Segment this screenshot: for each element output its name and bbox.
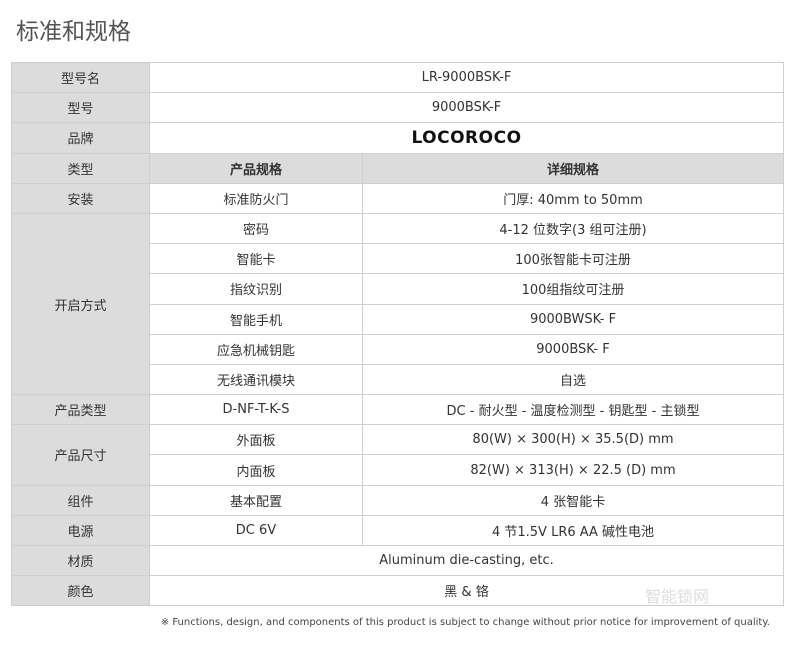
table-row: 产品类型 D-NF-T-K-S DC - 耐火型 - 温度检测型 - 钥匙型 - 主… (11, 394, 784, 426)
cell: 9000BSK- F (362, 333, 784, 365)
cell: 应急机械钥匙 (149, 333, 363, 365)
row-label: 材质 (11, 544, 150, 577)
cell: Aluminum die-casting, etc. (149, 544, 784, 577)
table-row: 颜色黑 & 铬 (11, 575, 784, 607)
table-row: 组件 基本配置 4 张智能卡 (11, 484, 784, 516)
cell: 智能手机 (149, 303, 363, 335)
row-label: 安装 (11, 182, 150, 214)
row-label: 组件 (11, 484, 150, 516)
spec-table: 型号名 LR-9000BSK-F 型号 9000BSK-F 品牌 LOCOROCO 类… (11, 61, 784, 607)
table-row: 安装 标准防火门 门厚: 40mm to 50mm (11, 182, 784, 214)
cell: 指纹识别 (149, 273, 363, 305)
cell: 无线通讯模块 (149, 363, 363, 396)
cell: DC 6V (149, 514, 363, 547)
table-row: 内面板 82(W) × 313(H) × 22.5 (D) mm (12, 454, 784, 486)
table-row: 型号名 LR-9000BSK-F (11, 61, 784, 94)
cell: 9000BWSK- F (362, 303, 784, 335)
table-row: 开启方式 密码 4-12 位数字(3 组可注册) (11, 212, 784, 396)
cell: DC - 耐火型 - 温度检测型 - 钥匙型 - 主锁型 (362, 394, 784, 426)
cell: 100组指纹可注册 (362, 273, 784, 305)
table-row: 型号 9000BSK-F (11, 92, 784, 124)
page-title: 标准和规格 (16, 19, 131, 45)
table-row: 智能卡 100张智能卡可注册 (12, 243, 784, 275)
cell: 4 节1.5V LR6 AA 碱性电池 (362, 514, 784, 547)
row-label: 型号 (11, 92, 150, 124)
row-label: 颜色 (11, 575, 150, 607)
cell: 基本配置 (149, 484, 363, 516)
row-label: 型号名 (11, 61, 150, 94)
table-row: 品牌 LOCOROCO (11, 122, 784, 154)
table-row: 应急机械钥匙 9000BSK- F (12, 333, 784, 365)
model-value: 9000BSK-F (149, 92, 784, 124)
cell: 黑 & 铬 (149, 575, 784, 607)
table-row: 智能手机 9000BWSK- F (12, 303, 784, 335)
cell: 智能卡 (149, 243, 363, 275)
cell: D-NF-T-K-S (149, 394, 363, 426)
row-label: 开启方式 (11, 212, 150, 396)
cell: 4-12 位数字(3 组可注册) (362, 212, 784, 245)
cell: 自选 (362, 363, 784, 396)
table-row: 无线通讯模块 自选 (12, 363, 784, 396)
cell: 门厚: 40mm to 50mm (362, 182, 784, 214)
model-name-value: LR-9000BSK-F (149, 61, 784, 94)
cell: 内面板 (149, 454, 363, 486)
column-header: 产品规格 (149, 152, 363, 184)
watermark: 智能锁网 (645, 587, 710, 606)
table-row: 电源 DC 6V 4 节1.5V LR6 AA 碱性电池 (11, 514, 784, 547)
cell: 4 张智能卡 (362, 484, 784, 516)
table-header: 类型 产品规格 详细规格 (11, 152, 784, 184)
cell: 80(W) × 300(H) × 35.5(D) mm (362, 424, 784, 456)
column-header: 详细规格 (362, 152, 784, 184)
row-label: 品牌 (11, 122, 150, 154)
cell: 100张智能卡可注册 (362, 243, 784, 275)
cell: 密码 (149, 212, 363, 245)
table-row: 材质 Aluminum die-casting, etc. (11, 544, 784, 577)
table-row: 指纹识别 100组指纹可注册 (12, 273, 784, 305)
row-label: 电源 (11, 514, 150, 547)
table-row: 产品尺寸 外面板 80(W) × 300(H) × 35.5(D) mm (11, 424, 784, 486)
cell: 外面板 (149, 424, 363, 456)
brand-logo: LOCOROCO (149, 122, 784, 154)
row-label: 产品尺寸 (11, 424, 150, 486)
cell: 标准防火门 (149, 182, 363, 214)
row-label: 类型 (11, 152, 150, 184)
footnote: ※ Functions, design, and components of t… (160, 617, 770, 628)
cell: 82(W) × 313(H) × 22.5 (D) mm (362, 454, 784, 486)
row-label: 产品类型 (11, 394, 150, 426)
